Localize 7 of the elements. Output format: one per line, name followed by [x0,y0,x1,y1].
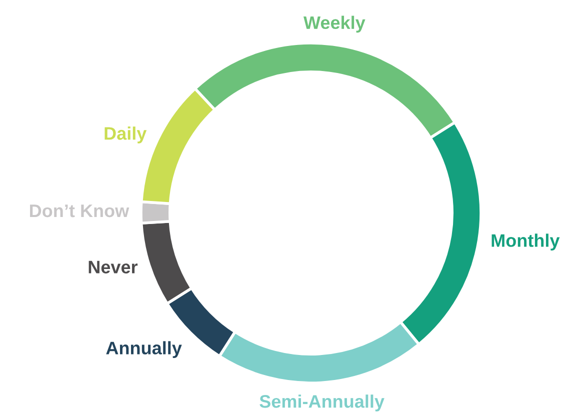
slice-label: Daily [104,126,147,144]
slice-label: Never [88,260,138,274]
slice-label: Monthly [492,234,560,250]
slice-label: Annually [106,341,182,358]
slice-label: Weekly [303,16,366,33]
slice-label: Semi-Annually [260,394,384,412]
slice-label: Don’t Know [30,204,130,218]
